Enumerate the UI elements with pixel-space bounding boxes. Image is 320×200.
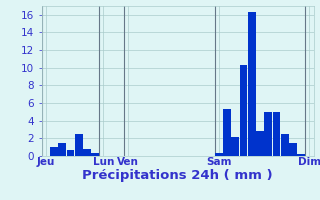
Bar [223,109,231,156]
Bar [91,153,99,156]
Bar [248,12,256,156]
Bar [75,134,83,156]
Bar [256,131,264,156]
Bar [289,143,297,156]
Bar [58,143,66,156]
Bar [67,150,74,156]
Bar [231,137,239,156]
X-axis label: Précipitations 24h ( mm ): Précipitations 24h ( mm ) [82,169,273,182]
Bar [281,134,289,156]
Bar [83,149,91,156]
Bar [215,153,223,156]
Bar [273,112,280,156]
Bar [240,65,247,156]
Bar [50,147,58,156]
Bar [297,154,305,156]
Bar [264,112,272,156]
